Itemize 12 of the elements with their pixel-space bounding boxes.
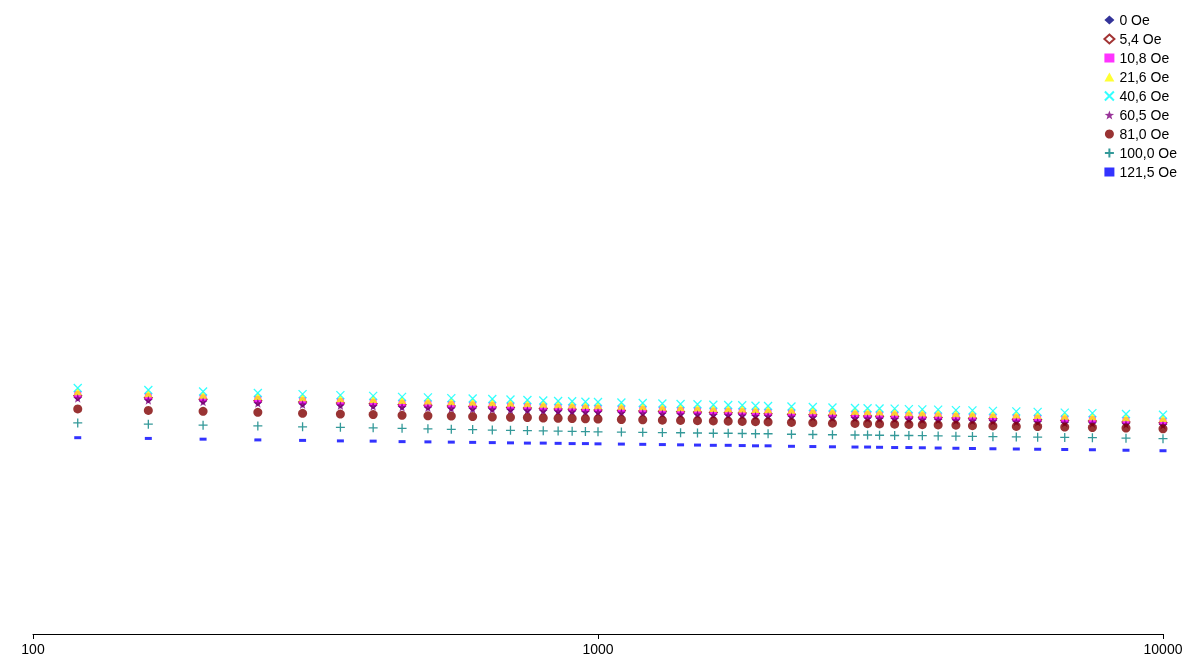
legend-label: 81,0 Oe — [1119, 126, 1170, 142]
legend-label: 100,0 Oe — [1119, 145, 1178, 161]
x-tick-label: 1000 — [582, 641, 614, 657]
legend-label: 10,8 Oe — [1119, 50, 1170, 66]
x-tick-label: 10000 — [1143, 641, 1183, 657]
legend-label: 121,5 Oe — [1119, 164, 1178, 180]
legend-label: 60,5 Oe — [1119, 107, 1170, 123]
x-tick-label: 100 — [21, 641, 45, 657]
legend-label: 40,6 Oe — [1119, 88, 1170, 104]
legend-label: 21,6 Oe — [1119, 69, 1170, 85]
legend-label: 5,4 Oe — [1119, 31, 1162, 47]
legend-label: 0 Oe — [1119, 12, 1150, 28]
